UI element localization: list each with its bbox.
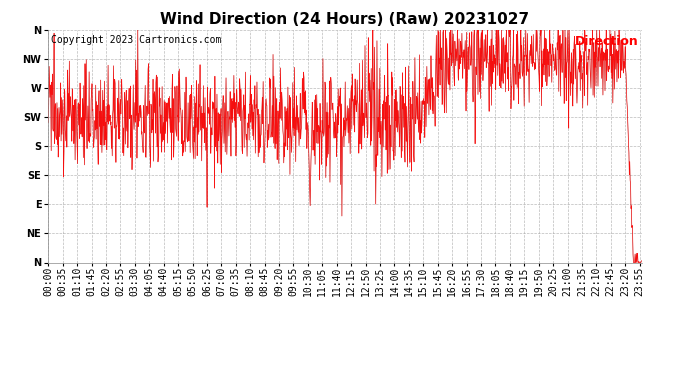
Text: Copyright 2023 Cartronics.com: Copyright 2023 Cartronics.com	[51, 34, 221, 45]
Title: Wind Direction (24 Hours) (Raw) 20231027: Wind Direction (24 Hours) (Raw) 20231027	[161, 12, 529, 27]
Text: Direction: Direction	[575, 34, 639, 48]
